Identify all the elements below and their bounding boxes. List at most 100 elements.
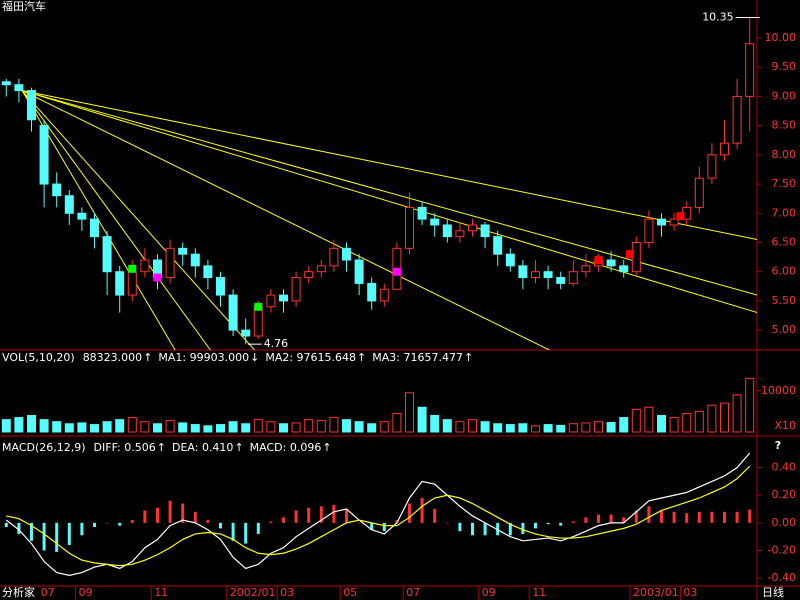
volume-bar — [468, 419, 477, 433]
candle-body — [669, 218, 679, 226]
x-tick-label: 07 — [41, 586, 55, 599]
candle-body — [606, 259, 616, 267]
macd-line — [5, 452, 751, 576]
volume-bar — [1, 419, 11, 433]
panel-title: MACD(26,12,9) — [2, 441, 86, 454]
macd-bar — [483, 522, 487, 536]
y-tick-label: 6.50 — [772, 235, 797, 248]
volume-bar — [455, 421, 465, 433]
macd-bar — [445, 522, 449, 524]
candle-body — [216, 277, 225, 296]
macd-bar — [294, 510, 298, 523]
x-tick-label: 2002/01 — [230, 586, 276, 599]
volume-bar — [190, 424, 200, 433]
candle-body — [115, 271, 125, 296]
macd-bar — [105, 522, 109, 524]
candle-body — [720, 142, 729, 156]
volume-bar — [480, 421, 490, 433]
volume-bar — [543, 424, 553, 433]
signal-marker — [594, 256, 603, 265]
footer-left: 分析家 — [2, 585, 35, 599]
panel-title: VOL(5,10,20) — [2, 351, 75, 364]
candle-body — [190, 253, 200, 267]
macd-bar — [357, 522, 361, 524]
candle-body — [266, 294, 276, 308]
volume-bar — [707, 404, 717, 433]
readout: DIFF: 0.506 — [94, 441, 156, 454]
candle-body — [316, 265, 326, 273]
candle-body — [203, 265, 213, 279]
macd-bar — [168, 500, 172, 523]
y-tick-label: 7.00 — [772, 206, 797, 219]
volume-bar — [581, 422, 591, 433]
fan-line — [21, 90, 757, 314]
candle-body — [644, 218, 654, 243]
x-tick-label: 11 — [154, 586, 168, 599]
candle-body — [732, 95, 742, 144]
y-tick-label: 6.00 — [772, 265, 797, 278]
y-tick-label: 0.00 — [772, 516, 797, 529]
macd-bar — [559, 522, 563, 526]
stock-title: 福田汽车 — [2, 0, 46, 13]
candle-body — [253, 306, 263, 337]
candle-body — [619, 265, 629, 273]
macd-bar — [382, 522, 386, 532]
footer-bg — [0, 587, 40, 600]
readout-arrow: ↑ — [157, 441, 166, 454]
candle-body — [90, 218, 99, 238]
y-tick-label: 9.00 — [772, 89, 797, 102]
volume-bar — [90, 424, 99, 433]
x-tick-label: 03 — [280, 586, 294, 599]
macd-bar — [206, 520, 210, 523]
candle-body — [304, 271, 314, 279]
readout-arrow: ↑ — [322, 441, 331, 454]
y-tick-label: 0.40 — [772, 461, 797, 474]
candle-body — [228, 294, 238, 331]
y-tick-label: -0.40 — [768, 571, 796, 584]
readout: MA3: 71657.477 — [372, 351, 463, 364]
volume-bar — [657, 415, 666, 433]
volume-bar — [379, 421, 389, 433]
readout: MA1: 99903.000 — [158, 351, 249, 364]
volume-bar — [745, 377, 755, 433]
fan-line — [21, 90, 757, 241]
macd-bar — [672, 511, 676, 523]
macd-bar — [143, 510, 147, 523]
candle-body — [581, 265, 591, 273]
candle-body — [405, 206, 414, 249]
volume-bar — [316, 419, 326, 433]
volume-bar — [720, 402, 729, 433]
candle-body — [543, 271, 553, 279]
volume-bar — [417, 406, 427, 433]
macd-bar — [93, 522, 96, 527]
macd-bar — [546, 522, 550, 525]
y-tick-label: -0.20 — [768, 543, 796, 556]
candle-body — [291, 277, 301, 302]
volume-bar — [631, 408, 641, 433]
candle-body — [329, 247, 339, 267]
macd-bar — [156, 507, 159, 523]
readout-arrow: ↓ — [250, 351, 259, 364]
volume-bar — [304, 419, 314, 433]
candle-body — [417, 206, 427, 220]
volume-bar — [619, 417, 629, 433]
x-tick-label: 09 — [79, 586, 93, 599]
volume-bar — [669, 417, 679, 433]
macd-bar — [231, 522, 235, 541]
volume-bar — [430, 415, 440, 433]
candle-body — [568, 271, 578, 284]
high-label: 10.35 — [702, 11, 734, 24]
volume-bar — [442, 419, 452, 433]
y-tick-label: 7.50 — [772, 177, 797, 190]
macd-bar — [647, 506, 651, 523]
volume-bar — [165, 419, 175, 433]
macd-bar — [408, 503, 411, 523]
volume-bar — [64, 423, 74, 433]
readout: MACD: 0.096 — [250, 441, 322, 454]
candle-body — [531, 271, 540, 279]
macd-bar — [67, 522, 71, 545]
macd-bar — [118, 522, 122, 526]
fan-line — [21, 90, 211, 350]
footer-right: 日线 — [762, 585, 784, 599]
signal-marker — [254, 302, 263, 311]
